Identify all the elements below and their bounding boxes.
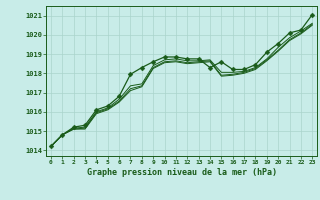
X-axis label: Graphe pression niveau de la mer (hPa): Graphe pression niveau de la mer (hPa) [87, 168, 276, 177]
